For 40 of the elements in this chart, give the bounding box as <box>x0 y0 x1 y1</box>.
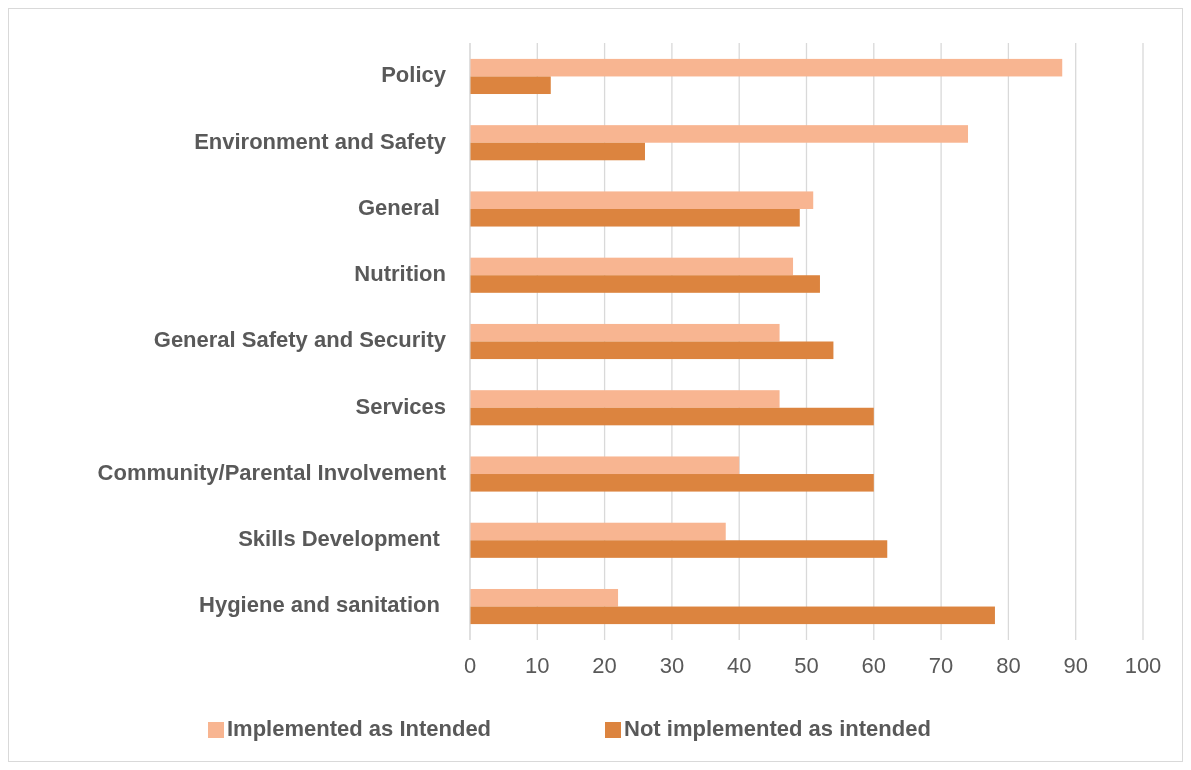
y-tick-label: General Safety and Security <box>153 327 447 353</box>
bar <box>470 142 645 161</box>
bar <box>470 275 820 293</box>
y-tick-label: Community/Parental Involvement <box>97 459 447 485</box>
y-tick-label: Services <box>355 393 446 419</box>
y-tick-label: General <box>357 194 446 220</box>
y-tick-label: Hygiene and sanitation <box>199 592 446 618</box>
bar <box>470 540 888 558</box>
legend-label: Not implemented as intended <box>624 715 931 741</box>
bar <box>470 341 834 360</box>
y-tick-label: Environment and Safety <box>194 128 447 154</box>
y-tick-label: Policy <box>381 62 447 88</box>
legend-label: Implemented as Intended <box>227 715 492 741</box>
x-tick-label: 40 <box>726 653 752 678</box>
bar <box>470 76 551 95</box>
x-tick-label: 70 <box>928 653 954 678</box>
y-tick-label: Nutrition <box>354 261 446 287</box>
bar <box>470 208 800 227</box>
x-tick-label: 30 <box>659 653 685 678</box>
bar <box>470 390 780 408</box>
bar <box>470 191 814 209</box>
bar <box>470 588 619 607</box>
x-tick-label: 60 <box>861 653 887 678</box>
bar <box>470 456 740 475</box>
bar <box>470 407 874 426</box>
bar <box>470 522 726 541</box>
x-tick-label: 0 <box>463 653 477 678</box>
bar <box>470 323 780 342</box>
x-tick-label: 90 <box>1063 653 1088 678</box>
x-tick-label: 100 <box>1124 653 1162 678</box>
x-tick-label: 50 <box>794 653 819 678</box>
bar <box>470 125 969 143</box>
x-tick-label: 10 <box>525 653 550 678</box>
bar <box>470 474 874 492</box>
x-tick-label: 20 <box>592 653 617 678</box>
x-tick-label: 80 <box>996 653 1021 678</box>
bar <box>470 606 995 625</box>
bar <box>470 257 794 276</box>
y-tick-label: Skills Development <box>238 526 446 552</box>
bar <box>470 58 1063 77</box>
